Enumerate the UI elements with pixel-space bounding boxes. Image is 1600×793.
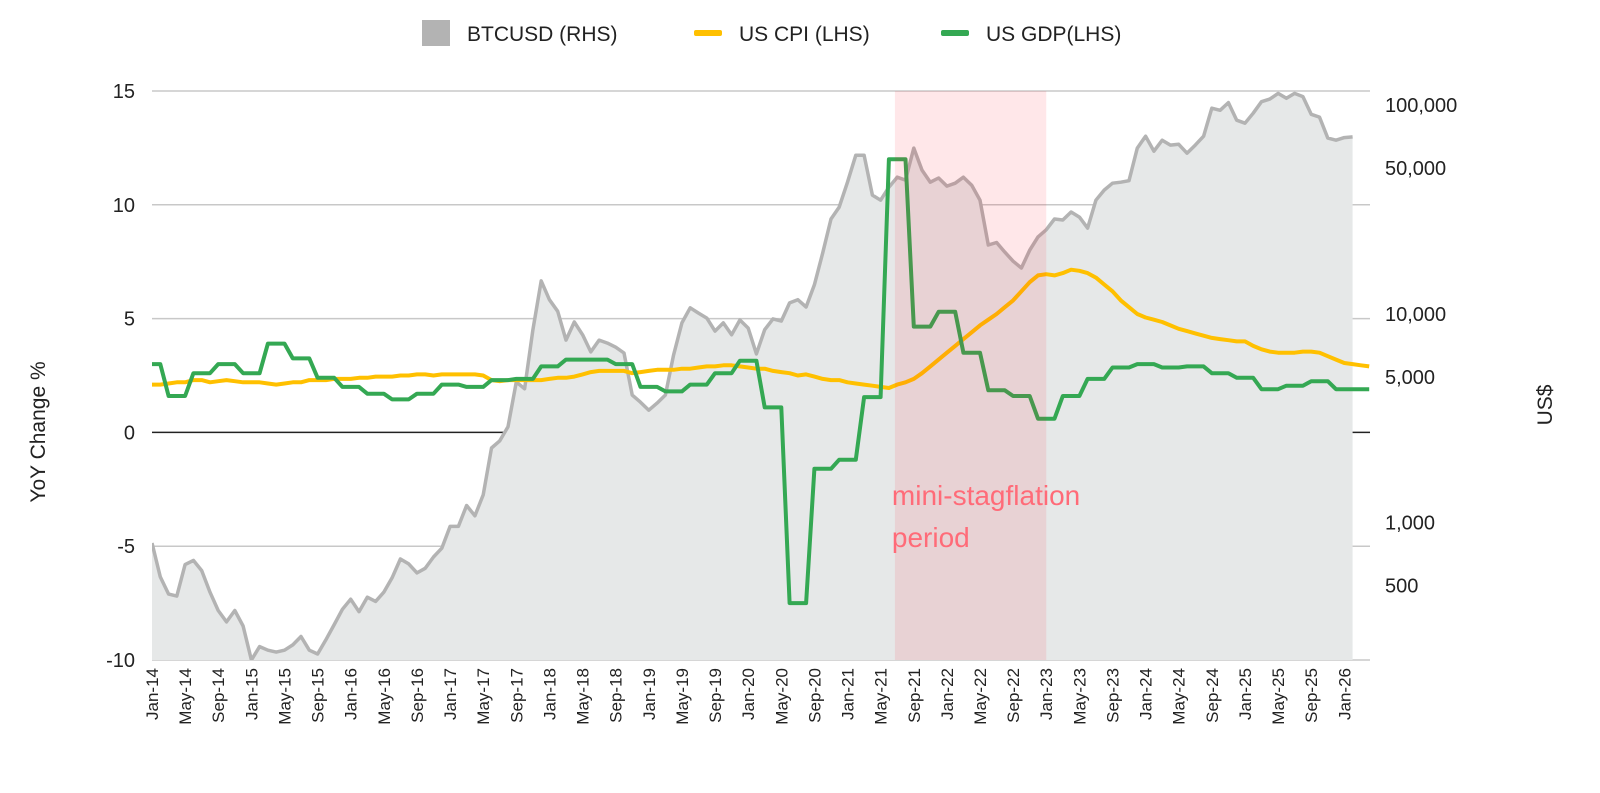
y-left-tick-label: -10	[106, 650, 135, 672]
x-tick-label: May-25	[1269, 668, 1288, 725]
legend-label: US CPI (LHS)	[739, 23, 870, 46]
x-axis: Jan-14 May-14 Sep-14 Jan-15 May-15 Sep-15 Jan-…	[143, 668, 1354, 725]
x-tick-label: Sep-22	[1004, 668, 1023, 723]
x-tick-label: Sep-19	[706, 668, 725, 723]
x-tick-label: May-17	[474, 668, 493, 725]
y-axis-right-title: US$	[1534, 384, 1557, 425]
x-tick-label: May-16	[375, 668, 394, 725]
x-tick-label: Sep-24	[1203, 668, 1222, 723]
x-tick-label: Jan-19	[640, 668, 659, 720]
y-axis-right: 100,000 50,000 10,000 5,000 1,000 500	[1385, 95, 1457, 597]
y-right-tick-label: 10,000	[1385, 304, 1446, 326]
y-right-tick-label: 1,000	[1385, 513, 1435, 535]
x-tick-label: May-23	[1070, 668, 1089, 725]
y-left-tick-label: 15	[113, 81, 135, 103]
y-axis-left: 15 10 5 0 -5 -10	[106, 81, 135, 672]
btcusd-line	[152, 91, 1353, 660]
btc-area	[152, 93, 1353, 660]
y-left-tick-label: 10	[113, 195, 135, 217]
x-tick-label: Jan-20	[739, 668, 758, 720]
x-tick-label: Jan-23	[1037, 668, 1056, 720]
legend-swatch-us-cpi	[694, 30, 722, 36]
x-tick-label: Jan-16	[342, 668, 361, 720]
annotation: mini-stagflation period	[892, 480, 1080, 553]
series-lines	[152, 91, 1370, 660]
y-right-tick-label: 500	[1385, 576, 1418, 598]
x-tick-label: Jan-24	[1137, 668, 1156, 720]
legend-swatch-us-gdp	[941, 30, 969, 36]
x-tick-label: Jan-18	[540, 668, 559, 720]
x-tick-label: Sep-21	[905, 668, 924, 723]
x-tick-label: Jan-22	[938, 668, 957, 720]
us-gdp-line	[152, 157, 1370, 606]
x-tick-label: Sep-14	[209, 668, 228, 723]
y-right-tick-label: 5,000	[1385, 367, 1435, 389]
us-cpi-line	[152, 267, 1370, 390]
btc-area-fill	[152, 93, 1353, 660]
x-tick-label: May-14	[176, 668, 195, 725]
x-tick-label: Sep-17	[507, 668, 526, 723]
x-tick-label: Sep-15	[309, 668, 328, 723]
annotation-text: period	[892, 522, 970, 553]
x-tick-label: Jan-21	[839, 668, 858, 720]
legend-label: US GDP(LHS)	[986, 23, 1121, 46]
legend-swatch-btcusd	[422, 20, 450, 46]
x-tick-label: May-19	[673, 668, 692, 725]
y-left-tick-label: 0	[124, 422, 135, 444]
x-tick-label: Sep-25	[1302, 668, 1321, 723]
x-tick-label: Sep-16	[408, 668, 427, 723]
x-tick-label: Sep-18	[607, 668, 626, 723]
x-tick-label: Jan-17	[441, 668, 460, 720]
annotation-text: mini-stagflation	[892, 480, 1080, 511]
x-tick-label: Jan-15	[242, 668, 261, 720]
legend-label: BTCUSD (RHS)	[467, 23, 618, 46]
x-tick-label: Jan-14	[143, 668, 162, 720]
x-tick-label: Sep-23	[1103, 668, 1122, 723]
x-tick-label: May-20	[772, 668, 791, 725]
y-left-tick-label: -5	[117, 536, 135, 558]
x-tick-label: Sep-20	[805, 668, 824, 723]
shaded-region	[894, 91, 1047, 660]
y-right-tick-label: 50,000	[1385, 158, 1446, 180]
x-tick-label: Jan-25	[1236, 668, 1255, 720]
x-tick-label: May-22	[971, 668, 990, 725]
x-tick-label: May-21	[872, 668, 891, 725]
y-left-tick-label: 5	[124, 309, 135, 331]
x-tick-label: May-18	[574, 668, 593, 725]
legend: BTCUSD (RHS) US CPI (LHS) US GDP(LHS)	[422, 20, 1121, 46]
x-tick-label: May-24	[1170, 668, 1189, 725]
x-tick-label: Jan-26	[1335, 668, 1354, 720]
y-axis-left-title: YoY Change %	[27, 361, 50, 502]
x-tick-label: May-15	[275, 668, 294, 725]
shaded-region-rect	[894, 91, 1047, 660]
y-right-tick-label: 100,000	[1385, 95, 1457, 117]
